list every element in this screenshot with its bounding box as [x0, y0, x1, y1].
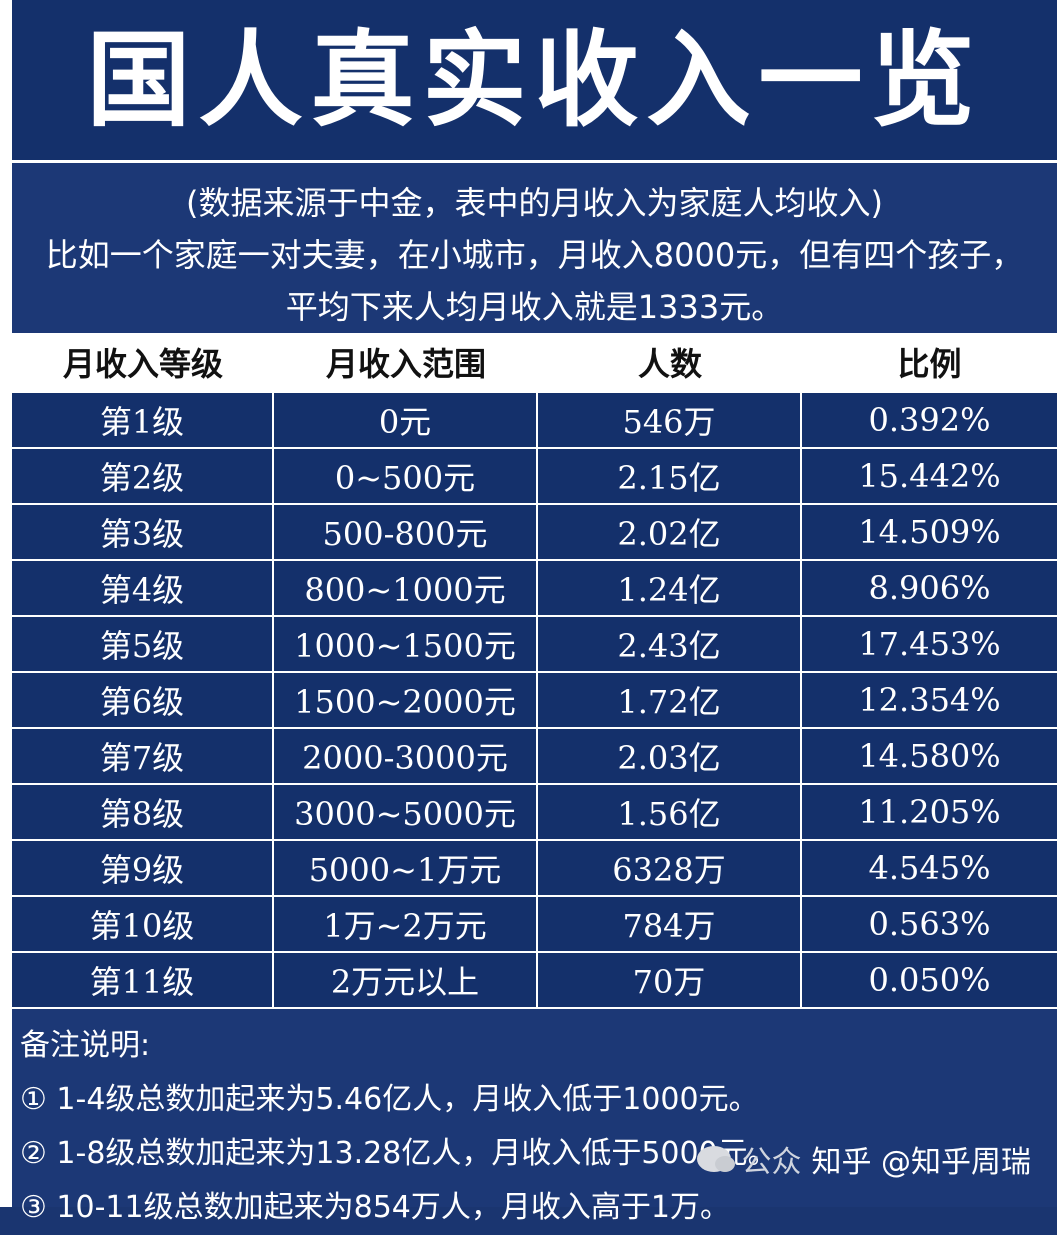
table-row: 第11级 2万元以上 70万 0.050% [12, 953, 1057, 1009]
cell-ratio: 14.580% [858, 737, 1001, 775]
header-range: 月收入范围 [325, 345, 486, 383]
header-ratio: 比例 [897, 345, 962, 383]
header-level: 月收入等级 [62, 345, 223, 383]
cell-level: 第2级 [12, 449, 274, 503]
cell-level: 第9级 [12, 841, 274, 895]
table-row: 第7级 2000-3000元 2.03亿 14.580% [12, 729, 1057, 785]
cell-level: 第11级 [12, 953, 274, 1007]
intro-line: 平均下来人均月收入就是1333元。 [285, 288, 784, 326]
title-band: 国人真实收入一览 [12, 0, 1057, 163]
cell-range: 500-800元 [274, 505, 538, 559]
cell-count: 2.02亿 [538, 505, 802, 559]
cell-ratio: 0.392% [868, 401, 991, 439]
cell-ratio: 12.354% [858, 681, 1001, 719]
intro-line: (数据来源于中金，表中的月收入为家庭人均收入) [186, 184, 883, 222]
intro-text: (数据来源于中金，表中的月收入为家庭人均收入) 比如一个家庭一对夫妻，在小城市，… [12, 163, 1057, 333]
cell-ratio: 4.545% [868, 849, 991, 887]
cell-ratio: 17.453% [858, 625, 1001, 663]
cell-range: 800~1000元 [274, 561, 538, 615]
notes-heading: 备注说明: [20, 1028, 151, 1063]
cell-count: 6328万 [538, 841, 802, 895]
cell-range: 1万~2万元 [274, 897, 538, 951]
table-header: 月收入等级 月收入范围 人数 比例 [12, 333, 1057, 391]
note-item: ① 1-4级总数加起来为5.46亿人，月收入低于1000元。 [20, 1082, 759, 1117]
watermark: 公众 知乎 @知乎周瑞 [697, 1137, 1031, 1181]
table-row: 第2级 0~500元 2.15亿 15.442% [12, 449, 1057, 505]
page-title: 国人真实收入一览 [86, 18, 983, 141]
cell-level: 第5级 [12, 617, 274, 671]
cell-ratio: 8.906% [868, 569, 991, 607]
table-row: 第3级 500-800元 2.02亿 14.509% [12, 505, 1057, 561]
table-row: 第10级 1万~2万元 784万 0.563% [12, 897, 1057, 953]
cell-level: 第10级 [12, 897, 274, 951]
cell-ratio: 11.205% [858, 793, 1001, 831]
table-row: 第1级 0元 546万 0.392% [12, 393, 1057, 449]
cell-ratio: 0.563% [868, 905, 991, 943]
cell-level: 第3级 [12, 505, 274, 559]
cell-range: 5000~1万元 [274, 841, 538, 895]
cell-range: 1000~1500元 [274, 617, 538, 671]
notes-section: 备注说明: ① 1-4级总数加起来为5.46亿人，月收入低于1000元。 ② 1… [12, 1009, 1057, 1235]
cell-ratio: 0.050% [868, 961, 991, 999]
cell-range: 0~500元 [274, 449, 538, 503]
watermark-faded-text: 公众 [741, 1145, 802, 1180]
cell-count: 2.15亿 [538, 449, 802, 503]
table-row: 第9级 5000~1万元 6328万 4.545% [12, 841, 1057, 897]
income-table: 第1级 0元 546万 0.392% 第2级 0~500元 2.15亿 15.4… [12, 391, 1057, 1009]
table-row: 第8级 3000~5000元 1.56亿 11.205% [12, 785, 1057, 841]
cell-range: 2000-3000元 [274, 729, 538, 783]
table-row: 第5级 1000~1500元 2.43亿 17.453% [12, 617, 1057, 673]
cell-count: 2.43亿 [538, 617, 802, 671]
cell-count: 2.03亿 [538, 729, 802, 783]
note-item: ③ 10-11级总数加起来为854万人，月收入高于1万。 [20, 1190, 730, 1225]
cell-count: 1.72亿 [538, 673, 802, 727]
table-row: 第4级 800~1000元 1.24亿 8.906% [12, 561, 1057, 617]
cell-level: 第7级 [12, 729, 274, 783]
cell-level: 第4级 [12, 561, 274, 615]
note-item: ② 1-8级总数加起来为13.28亿人，月收入低于5000元。 [20, 1136, 778, 1171]
cell-count: 1.56亿 [538, 785, 802, 839]
cell-range: 3000~5000元 [274, 785, 538, 839]
cell-range: 2万元以上 [274, 953, 538, 1007]
cell-ratio: 14.509% [858, 513, 1001, 551]
cell-count: 546万 [538, 393, 802, 447]
cell-level: 第1级 [12, 393, 274, 447]
watermark-text: 知乎 @知乎周瑞 [811, 1145, 1031, 1180]
cell-count: 70万 [538, 953, 802, 1007]
cell-range: 1500~2000元 [274, 673, 538, 727]
cell-range: 0元 [274, 393, 538, 447]
cell-count: 1.24亿 [538, 561, 802, 615]
cell-level: 第8级 [12, 785, 274, 839]
header-count: 人数 [637, 345, 702, 383]
wechat-icon [697, 1146, 736, 1172]
intro-line: 比如一个家庭一对夫妻，在小城市，月收入8000元，但有四个孩子， [45, 236, 1024, 274]
table-row: 第6级 1500~2000元 1.72亿 12.354% [12, 673, 1057, 729]
cell-count: 784万 [538, 897, 802, 951]
cell-level: 第6级 [12, 673, 274, 727]
cell-ratio: 15.442% [858, 457, 1001, 495]
